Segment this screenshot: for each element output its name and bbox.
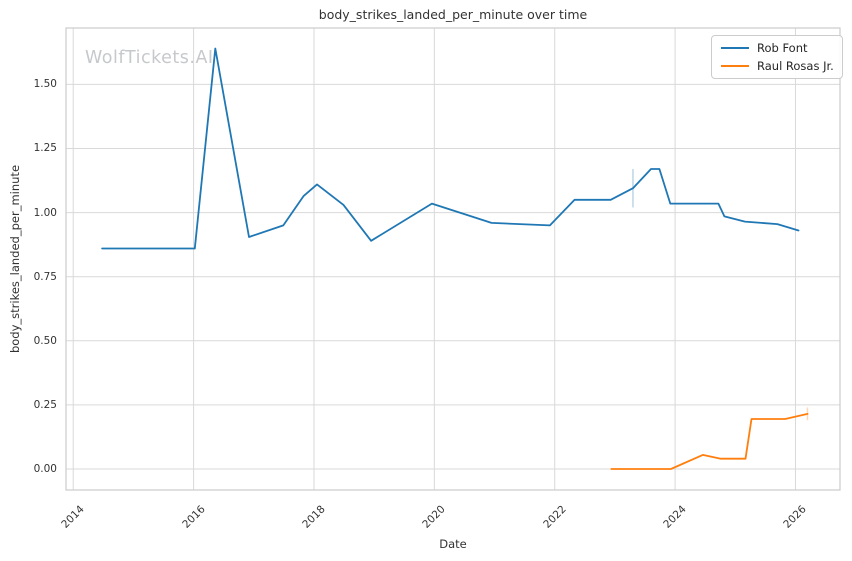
y-tick-0.75: 0.75 — [33, 270, 57, 283]
legend-label: Raul Rosas Jr. — [757, 59, 834, 73]
y-tick-0.00: 0.00 — [33, 462, 57, 475]
legend-line-swatch — [721, 65, 749, 67]
legend-label: Rob Font — [757, 41, 808, 55]
plot-border — [65, 27, 841, 491]
legend-line-swatch — [721, 47, 749, 49]
y-tick-0.25: 0.25 — [33, 398, 57, 411]
y-axis-label: body_strikes_landed_per_minute — [8, 164, 22, 354]
y-tick-1.00: 1.00 — [33, 206, 57, 219]
y-tick-1.25: 1.25 — [33, 142, 57, 155]
chart-title: body_strikes_landed_per_minute over time — [318, 7, 588, 22]
y-tick-1.50: 1.50 — [33, 78, 57, 91]
y-tick-0.50: 0.50 — [33, 334, 57, 347]
x-axis-label: Date — [439, 537, 467, 551]
series-line-raul-rosas-jr- — [610, 412, 809, 470]
legend: Rob Font Raul Rosas Jr. — [711, 35, 843, 79]
series-line-rob-font — [101, 47, 800, 250]
watermark: WolfTickets.AI — [85, 48, 214, 68]
legend-item-rob-font: Rob Font — [721, 41, 833, 55]
legend-item-raul-rosas-jr-: Raul Rosas Jr. — [721, 59, 834, 73]
